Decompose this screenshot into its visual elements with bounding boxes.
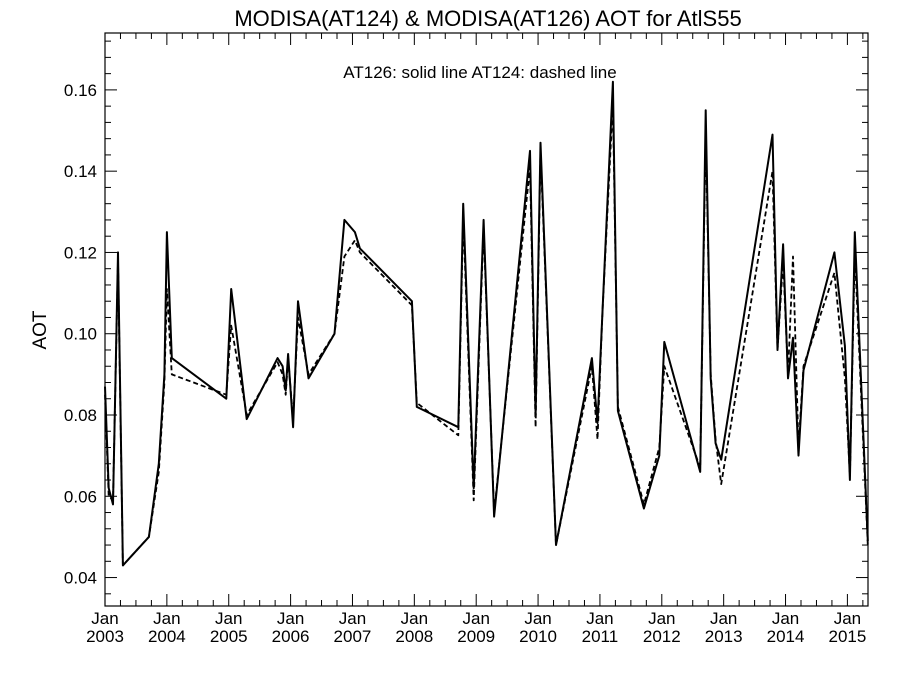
x-tick-year-label: 2004: [148, 627, 186, 646]
x-tick-year-label: 2010: [519, 627, 557, 646]
y-tick-label: 0.16: [64, 81, 97, 100]
x-tick-year-label: 2013: [705, 627, 743, 646]
x-tick-month-label: Jan: [153, 609, 180, 628]
plot-frame: [104, 32, 869, 607]
series-line-at124: [104, 101, 869, 567]
x-tick-month-label: Jan: [401, 609, 428, 628]
axis-ticks: 0.040.060.080.100.120.140.16Jan2003Jan20…: [64, 33, 868, 646]
x-tick-month-label: Jan: [91, 609, 118, 628]
x-tick-year-label: 2009: [457, 627, 495, 646]
x-tick-year-label: 2003: [86, 627, 124, 646]
x-tick-year-label: 2011: [582, 627, 619, 646]
x-tick-month-label: Jan: [339, 609, 366, 628]
x-tick-year-label: 2014: [767, 627, 805, 646]
x-tick-month-label: Jan: [462, 609, 489, 628]
x-tick-month-label: Jan: [586, 609, 613, 628]
x-tick-month-label: Jan: [834, 609, 861, 628]
x-tick-month-label: Jan: [710, 609, 737, 628]
y-tick-label: 0.12: [64, 243, 97, 262]
x-tick-year-label: 2006: [272, 627, 310, 646]
x-tick-month-label: Jan: [215, 609, 242, 628]
x-tick-year-label: 2008: [395, 627, 433, 646]
x-tick-month-label: Jan: [524, 609, 551, 628]
series-style-note: AT126: solid line AT124: dashed line: [343, 63, 616, 82]
y-tick-label: 0.08: [64, 406, 97, 425]
chart-title: MODISA(AT124) & MODISA(AT126) AOT for At…: [234, 6, 741, 31]
x-tick-year-label: 2012: [643, 627, 681, 646]
x-tick-year-label: 2015: [828, 627, 866, 646]
x-tick-month-label: Jan: [772, 609, 799, 628]
x-tick-month-label: Jan: [277, 609, 304, 628]
x-tick-year-label: 2007: [334, 627, 372, 646]
x-tick-month-label: Jan: [648, 609, 675, 628]
x-tick-year-label: 2005: [210, 627, 248, 646]
y-tick-label: 0.14: [64, 162, 97, 181]
series-lines: [104, 80, 869, 567]
y-axis-label: AOT: [30, 310, 51, 349]
y-tick-label: 0.04: [64, 569, 97, 588]
y-tick-label: 0.10: [64, 325, 97, 344]
y-tick-label: 0.06: [64, 487, 97, 506]
